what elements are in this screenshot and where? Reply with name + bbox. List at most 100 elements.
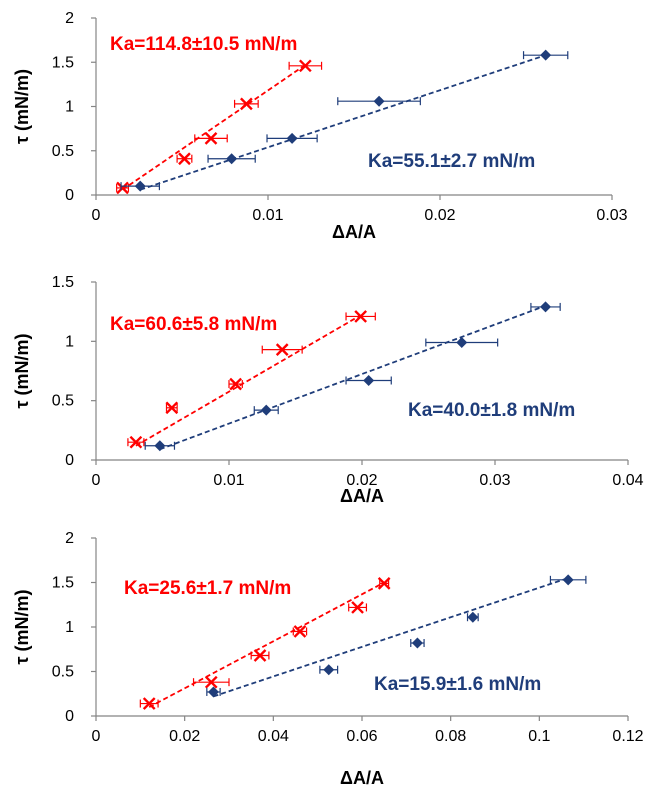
y-tick-label: 0	[65, 708, 74, 725]
x-marker-stroke	[204, 132, 218, 145]
x-marker	[293, 625, 307, 638]
y-tick-label: 0.5	[52, 393, 74, 410]
x-marker	[351, 601, 364, 614]
x-marker-stroke	[377, 577, 391, 590]
series-2: Ka=55.1±2.7 mN/m	[120, 49, 569, 192]
x-marker-stroke	[253, 649, 267, 662]
x-marker	[299, 59, 312, 73]
y-axis-title: τ (mN/m)	[12, 333, 32, 408]
diamond-marker	[323, 664, 335, 676]
x-marker-stroke	[240, 97, 253, 111]
x-marker-stroke	[229, 377, 242, 391]
diamond-marker	[540, 301, 552, 313]
x-marker	[116, 181, 129, 195]
x-marker	[229, 377, 242, 391]
x-tick-label: 0	[92, 472, 101, 489]
ka-annotation: Ka=25.6±1.7 mN/m	[124, 578, 291, 599]
x-marker	[165, 401, 179, 415]
y-tick-label: 1	[65, 99, 74, 116]
y-tick-label: 1	[65, 333, 74, 350]
x-tick-label: 0.02	[424, 207, 455, 224]
x-tick-label: 0	[92, 728, 101, 745]
ka-annotation: Ka=15.9±1.6 mN/m	[374, 674, 541, 695]
y-tick-label: 2	[65, 10, 74, 27]
y-axis-title: τ (mN/m)	[12, 69, 32, 144]
y-tick-label: 0.5	[52, 143, 74, 160]
diamond-marker	[207, 686, 219, 698]
x-marker	[377, 577, 391, 590]
x-marker-stroke	[116, 181, 129, 195]
fit-line	[213, 577, 569, 698]
x-tick-label: 0.02	[169, 728, 200, 745]
y-tick-label: 1	[65, 619, 74, 636]
series-2: Ka=15.9±1.6 mN/m	[206, 574, 587, 698]
y-tick-label: 1.5	[52, 54, 74, 71]
chart-panel-1: 0 0.5 1 1.5 2 0 0.01 0.02 0.03 ΔA/A τ (mN/m) Ka=114…	[12, 10, 628, 242]
diamond-marker	[467, 611, 479, 623]
x-marker	[253, 649, 267, 662]
series-2: Ka=40.0±1.8 mN/m	[144, 301, 575, 452]
series-1: Ka=114.8±10.5 mN/m	[110, 34, 323, 195]
x-tick-label: 0.04	[258, 728, 289, 745]
x-marker-stroke	[293, 625, 307, 638]
x-tick-label: 0.12	[612, 728, 643, 745]
x-tick-label: 0.03	[479, 472, 510, 489]
y-tick-label: 1.5	[52, 575, 74, 592]
x-tick-label: 0.03	[596, 207, 627, 224]
chart-panel-3: 0 0.5 1 1.5 2 0 0.02 0.04 0.06 0.08 0.1 0.12 ΔA/A τ (…	[12, 530, 644, 788]
series-1: Ka=25.6±1.7 mN/m	[124, 577, 391, 710]
x-marker	[129, 435, 143, 449]
fit-line	[139, 54, 546, 191]
y-tick-label: 1.5	[52, 274, 74, 291]
x-axis-title: ΔA/A	[332, 222, 376, 242]
y-tick-label: 2	[65, 530, 74, 547]
x-tick-label: 0	[92, 207, 101, 224]
x-tick-label: 0.01	[213, 472, 244, 489]
fit-line	[122, 64, 306, 191]
diamond-marker	[411, 637, 423, 649]
y-tick-label: 0	[65, 452, 74, 469]
x-marker-stroke	[204, 675, 218, 689]
x-marker-stroke	[142, 697, 156, 710]
diamond-marker	[226, 153, 238, 165]
diamond-marker	[562, 574, 574, 586]
x-axis-title: ΔA/A	[340, 486, 384, 506]
fit-line	[135, 314, 362, 447]
ka-annotation: Ka=55.1±2.7 mN/m	[368, 151, 535, 172]
x-tick-label: 0.08	[435, 728, 466, 745]
diamond-marker	[456, 337, 468, 349]
x-marker-stroke	[178, 152, 191, 166]
x-tick-label: 0.06	[346, 728, 377, 745]
diamond-marker	[540, 49, 552, 61]
x-marker-stroke	[275, 343, 289, 356]
fit-line	[148, 581, 385, 708]
x-marker-stroke	[351, 601, 364, 614]
x-marker-stroke	[354, 310, 368, 323]
y-tick-label: 0	[65, 187, 74, 204]
diamond-marker	[154, 440, 166, 452]
diamond-marker	[286, 132, 298, 144]
y-axis-title: τ (mN/m)	[12, 589, 32, 664]
x-axis-title: ΔA/A	[340, 768, 384, 788]
x-marker-stroke	[299, 59, 312, 73]
x-tick-label: 0.1	[528, 728, 550, 745]
ka-annotation: Ka=40.0±1.8 mN/m	[408, 400, 575, 421]
y-tick-label: 0.5	[52, 664, 74, 681]
ka-annotation: Ka=114.8±10.5 mN/m	[110, 34, 297, 55]
x-marker	[275, 343, 289, 356]
x-tick-label: 0.02	[346, 472, 377, 489]
x-tick-label: 0.01	[252, 207, 283, 224]
x-marker	[240, 97, 253, 111]
diamond-marker	[134, 180, 146, 192]
x-tick-label: 0.04	[612, 472, 643, 489]
x-marker-stroke	[129, 435, 143, 449]
x-marker-stroke	[165, 401, 179, 415]
fit-line	[159, 304, 546, 451]
diamond-marker	[373, 95, 385, 107]
x-marker	[204, 132, 218, 145]
ka-annotation: Ka=60.6±5.8 mN/m	[110, 314, 277, 335]
series-1: Ka=60.6±5.8 mN/m	[110, 310, 376, 449]
x-marker	[142, 697, 156, 710]
x-marker	[204, 675, 218, 689]
